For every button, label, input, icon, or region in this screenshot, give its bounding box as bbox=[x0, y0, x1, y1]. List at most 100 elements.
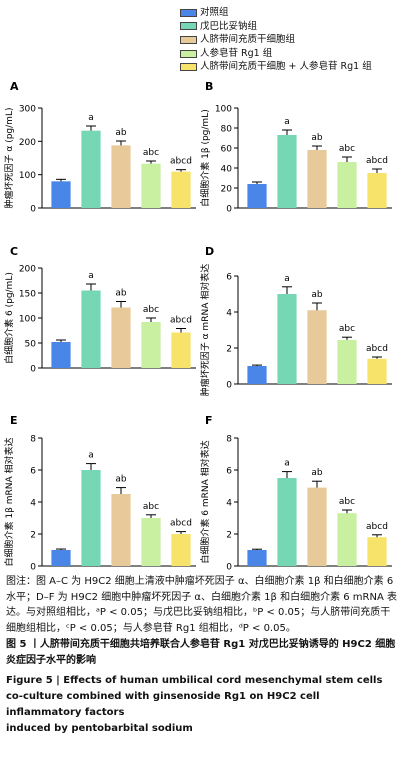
y-axis-label: 白细胞介素 1β (pg/mL) bbox=[199, 109, 211, 206]
y-tick-label: 60 bbox=[221, 145, 233, 155]
y-tick-label: 0 bbox=[30, 563, 36, 573]
bar bbox=[141, 518, 161, 566]
bar bbox=[277, 478, 297, 566]
significance-label: ab bbox=[311, 468, 323, 478]
y-tick-label: 4 bbox=[226, 499, 232, 509]
bar bbox=[337, 513, 357, 566]
y-tick-label: 100 bbox=[19, 315, 36, 325]
significance-label: abc bbox=[339, 144, 355, 154]
significance-label: abc bbox=[143, 148, 159, 158]
significance-label: abc bbox=[339, 324, 355, 334]
legend-item: 戊巴比妥钠组 bbox=[180, 20, 372, 34]
y-tick-label: 4 bbox=[226, 309, 232, 319]
caption-title-en-cont: induced by pentobarbital sodium bbox=[6, 723, 193, 734]
legend-item: 人参皂苷 Rg1 组 bbox=[180, 47, 372, 61]
bar bbox=[337, 162, 357, 208]
significance-label: abc bbox=[143, 305, 159, 315]
bar bbox=[277, 135, 297, 208]
significance-label: a bbox=[88, 451, 94, 461]
legend-swatch bbox=[180, 49, 197, 58]
caption-title-en: Figure 5 | Effects of human umbilical co… bbox=[6, 675, 383, 718]
y-tick-label: 2 bbox=[226, 531, 232, 541]
y-tick-label: 200 bbox=[19, 138, 36, 148]
bar bbox=[367, 537, 387, 566]
y-tick-label: 0 bbox=[226, 381, 232, 391]
significance-label: abcd bbox=[366, 522, 388, 532]
significance-label: a bbox=[284, 459, 290, 469]
legend-swatch bbox=[180, 63, 197, 72]
significance-label: ab bbox=[311, 290, 323, 300]
y-axis-label: 白细胞介素 6 mRNA 相对表达 bbox=[199, 440, 211, 563]
significance-label: ab bbox=[311, 133, 323, 143]
significance-label: a bbox=[284, 274, 290, 284]
panel-label: A bbox=[10, 80, 19, 93]
legend: 对照组 戊巴比妥钠组 人脐带间充质干细胞组 人参皂苷 Rg1 组 人脐带间充质干… bbox=[180, 6, 372, 74]
legend-label: 戊巴比妥钠组 bbox=[200, 20, 258, 32]
y-tick-label: 0 bbox=[226, 563, 232, 573]
y-tick-label: 2 bbox=[226, 345, 232, 355]
significance-label: a bbox=[284, 117, 290, 127]
bar bbox=[247, 366, 267, 384]
figure-caption: 图注：图 A–C 为 H9C2 细胞上清液中肿瘤坏死因子 α、白细胞介素 1β … bbox=[6, 574, 398, 737]
y-tick-label: 8 bbox=[226, 435, 232, 445]
caption-note: 图注：图 A–C 为 H9C2 细胞上清液中肿瘤坏死因子 α、白细胞介素 1β … bbox=[6, 576, 397, 634]
bar bbox=[51, 550, 71, 566]
y-tick-label: 300 bbox=[19, 105, 36, 115]
bar bbox=[171, 332, 191, 368]
significance-label: abcd bbox=[366, 156, 388, 166]
legend-item: 人脐带间充质干细胞 + 人参皂苷 Rg1 组 bbox=[180, 60, 372, 74]
bar bbox=[367, 173, 387, 208]
y-tick-label: 0 bbox=[30, 205, 36, 215]
bar bbox=[111, 494, 131, 566]
y-tick-label: 8 bbox=[30, 435, 36, 445]
legend-label: 人脐带间充质干细胞 + 人参皂苷 Rg1 组 bbox=[200, 61, 372, 73]
bar bbox=[307, 310, 327, 384]
bar bbox=[277, 294, 297, 384]
significance-label: abcd bbox=[170, 157, 192, 167]
y-tick-label: 50 bbox=[25, 340, 37, 350]
y-tick-label: 6 bbox=[226, 467, 232, 477]
bar bbox=[51, 181, 71, 208]
bar bbox=[81, 290, 101, 368]
legend-swatch bbox=[180, 35, 197, 44]
y-tick-label: 150 bbox=[19, 290, 36, 300]
y-tick-label: 100 bbox=[215, 105, 232, 115]
y-tick-label: 4 bbox=[30, 499, 36, 509]
y-tick-label: 20 bbox=[221, 185, 233, 195]
significance-label: ab bbox=[115, 475, 127, 485]
y-tick-label: 80 bbox=[221, 125, 233, 135]
bar bbox=[111, 307, 131, 368]
significance-label: abcd bbox=[170, 519, 192, 529]
significance-label: a bbox=[88, 271, 94, 281]
y-tick-label: 200 bbox=[19, 265, 36, 275]
bar bbox=[171, 171, 191, 208]
bar bbox=[171, 534, 191, 566]
y-tick-label: 100 bbox=[19, 171, 36, 181]
panel-label: D bbox=[205, 245, 214, 258]
bar bbox=[247, 184, 267, 208]
y-axis-label: 肿瘤坏死因子 α mRNA 相对表达 bbox=[199, 264, 211, 396]
bar bbox=[307, 150, 327, 208]
bar bbox=[141, 322, 161, 368]
legend-swatch bbox=[180, 22, 197, 31]
significance-label: a bbox=[88, 113, 94, 123]
panel-label: B bbox=[205, 80, 213, 93]
significance-label: abcd bbox=[170, 316, 192, 326]
bar bbox=[51, 342, 71, 368]
significance-label: ab bbox=[115, 128, 127, 138]
bar bbox=[337, 339, 357, 384]
bar bbox=[247, 550, 267, 566]
bar bbox=[367, 358, 387, 384]
panel-label: C bbox=[10, 245, 18, 258]
y-axis-label: 肿瘤坏死因子 α (pg/mL) bbox=[3, 108, 15, 209]
y-tick-label: 0 bbox=[226, 205, 232, 215]
panel-label: E bbox=[10, 414, 18, 427]
y-tick-label: 40 bbox=[221, 165, 233, 175]
bar bbox=[111, 145, 131, 208]
y-tick-label: 6 bbox=[226, 273, 232, 283]
significance-label: abc bbox=[143, 502, 159, 512]
caption-title-cn: 图 5 丨人脐带间充质干细胞共培养联合人参皂苷 Rg1 对戊巴比妥钠诱导的 H9… bbox=[6, 639, 396, 666]
significance-label: ab bbox=[115, 289, 127, 299]
legend-label: 人参皂苷 Rg1 组 bbox=[200, 47, 273, 59]
